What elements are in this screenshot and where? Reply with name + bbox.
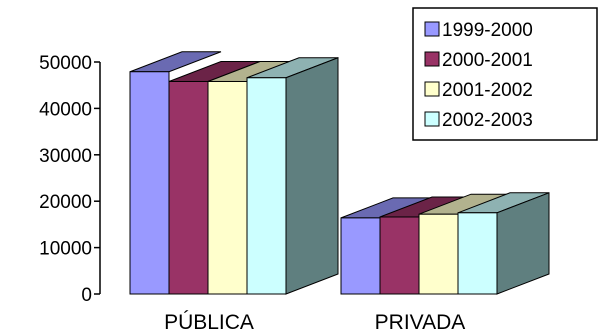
legend-swatch [424, 81, 440, 97]
bar-group [129, 51, 339, 295]
bars-layer [129, 51, 550, 295]
bar [246, 77, 287, 295]
legend-item: 2002-2003 [424, 110, 533, 131]
bar [168, 80, 209, 295]
y-tick-label: 0 [81, 285, 92, 306]
legend-label: 2002-2003 [442, 110, 533, 131]
bar-group [340, 192, 550, 295]
bar-side [285, 57, 339, 295]
bar [457, 212, 498, 295]
legend-box [412, 7, 598, 141]
bar-side [496, 192, 550, 295]
legend-swatch [424, 21, 440, 37]
legend-item: 1999-2000 [424, 20, 533, 41]
y-tick-label: 10000 [39, 239, 92, 260]
bar [379, 216, 420, 295]
bar [129, 71, 170, 295]
legend-swatch [424, 111, 440, 127]
y-tick-label: 20000 [39, 192, 92, 213]
category-label: PRIVADA [375, 311, 466, 331]
legend-label: 1999-2000 [442, 20, 533, 41]
y-tick-label: 30000 [39, 146, 92, 167]
legend-label: 2001-2002 [442, 80, 533, 101]
legend: 1999-2000 2000-2001 2001-2002 2002-2003 [412, 7, 598, 141]
bar [340, 217, 381, 295]
legend-swatch [424, 51, 440, 67]
y-tick-label: 50000 [39, 53, 92, 74]
bar [207, 80, 248, 295]
category-label: PÚBLICA [164, 311, 254, 331]
legend-item: 2001-2002 [424, 80, 533, 101]
legend-item: 2000-2001 [424, 50, 533, 71]
axis-layer: 0 10000 20000 30000 40000 50000 PÚBLICA PRIVADA [39, 53, 465, 331]
y-tick-label: 40000 [39, 99, 92, 120]
bar [418, 213, 459, 295]
legend-label: 2000-2001 [442, 50, 533, 71]
